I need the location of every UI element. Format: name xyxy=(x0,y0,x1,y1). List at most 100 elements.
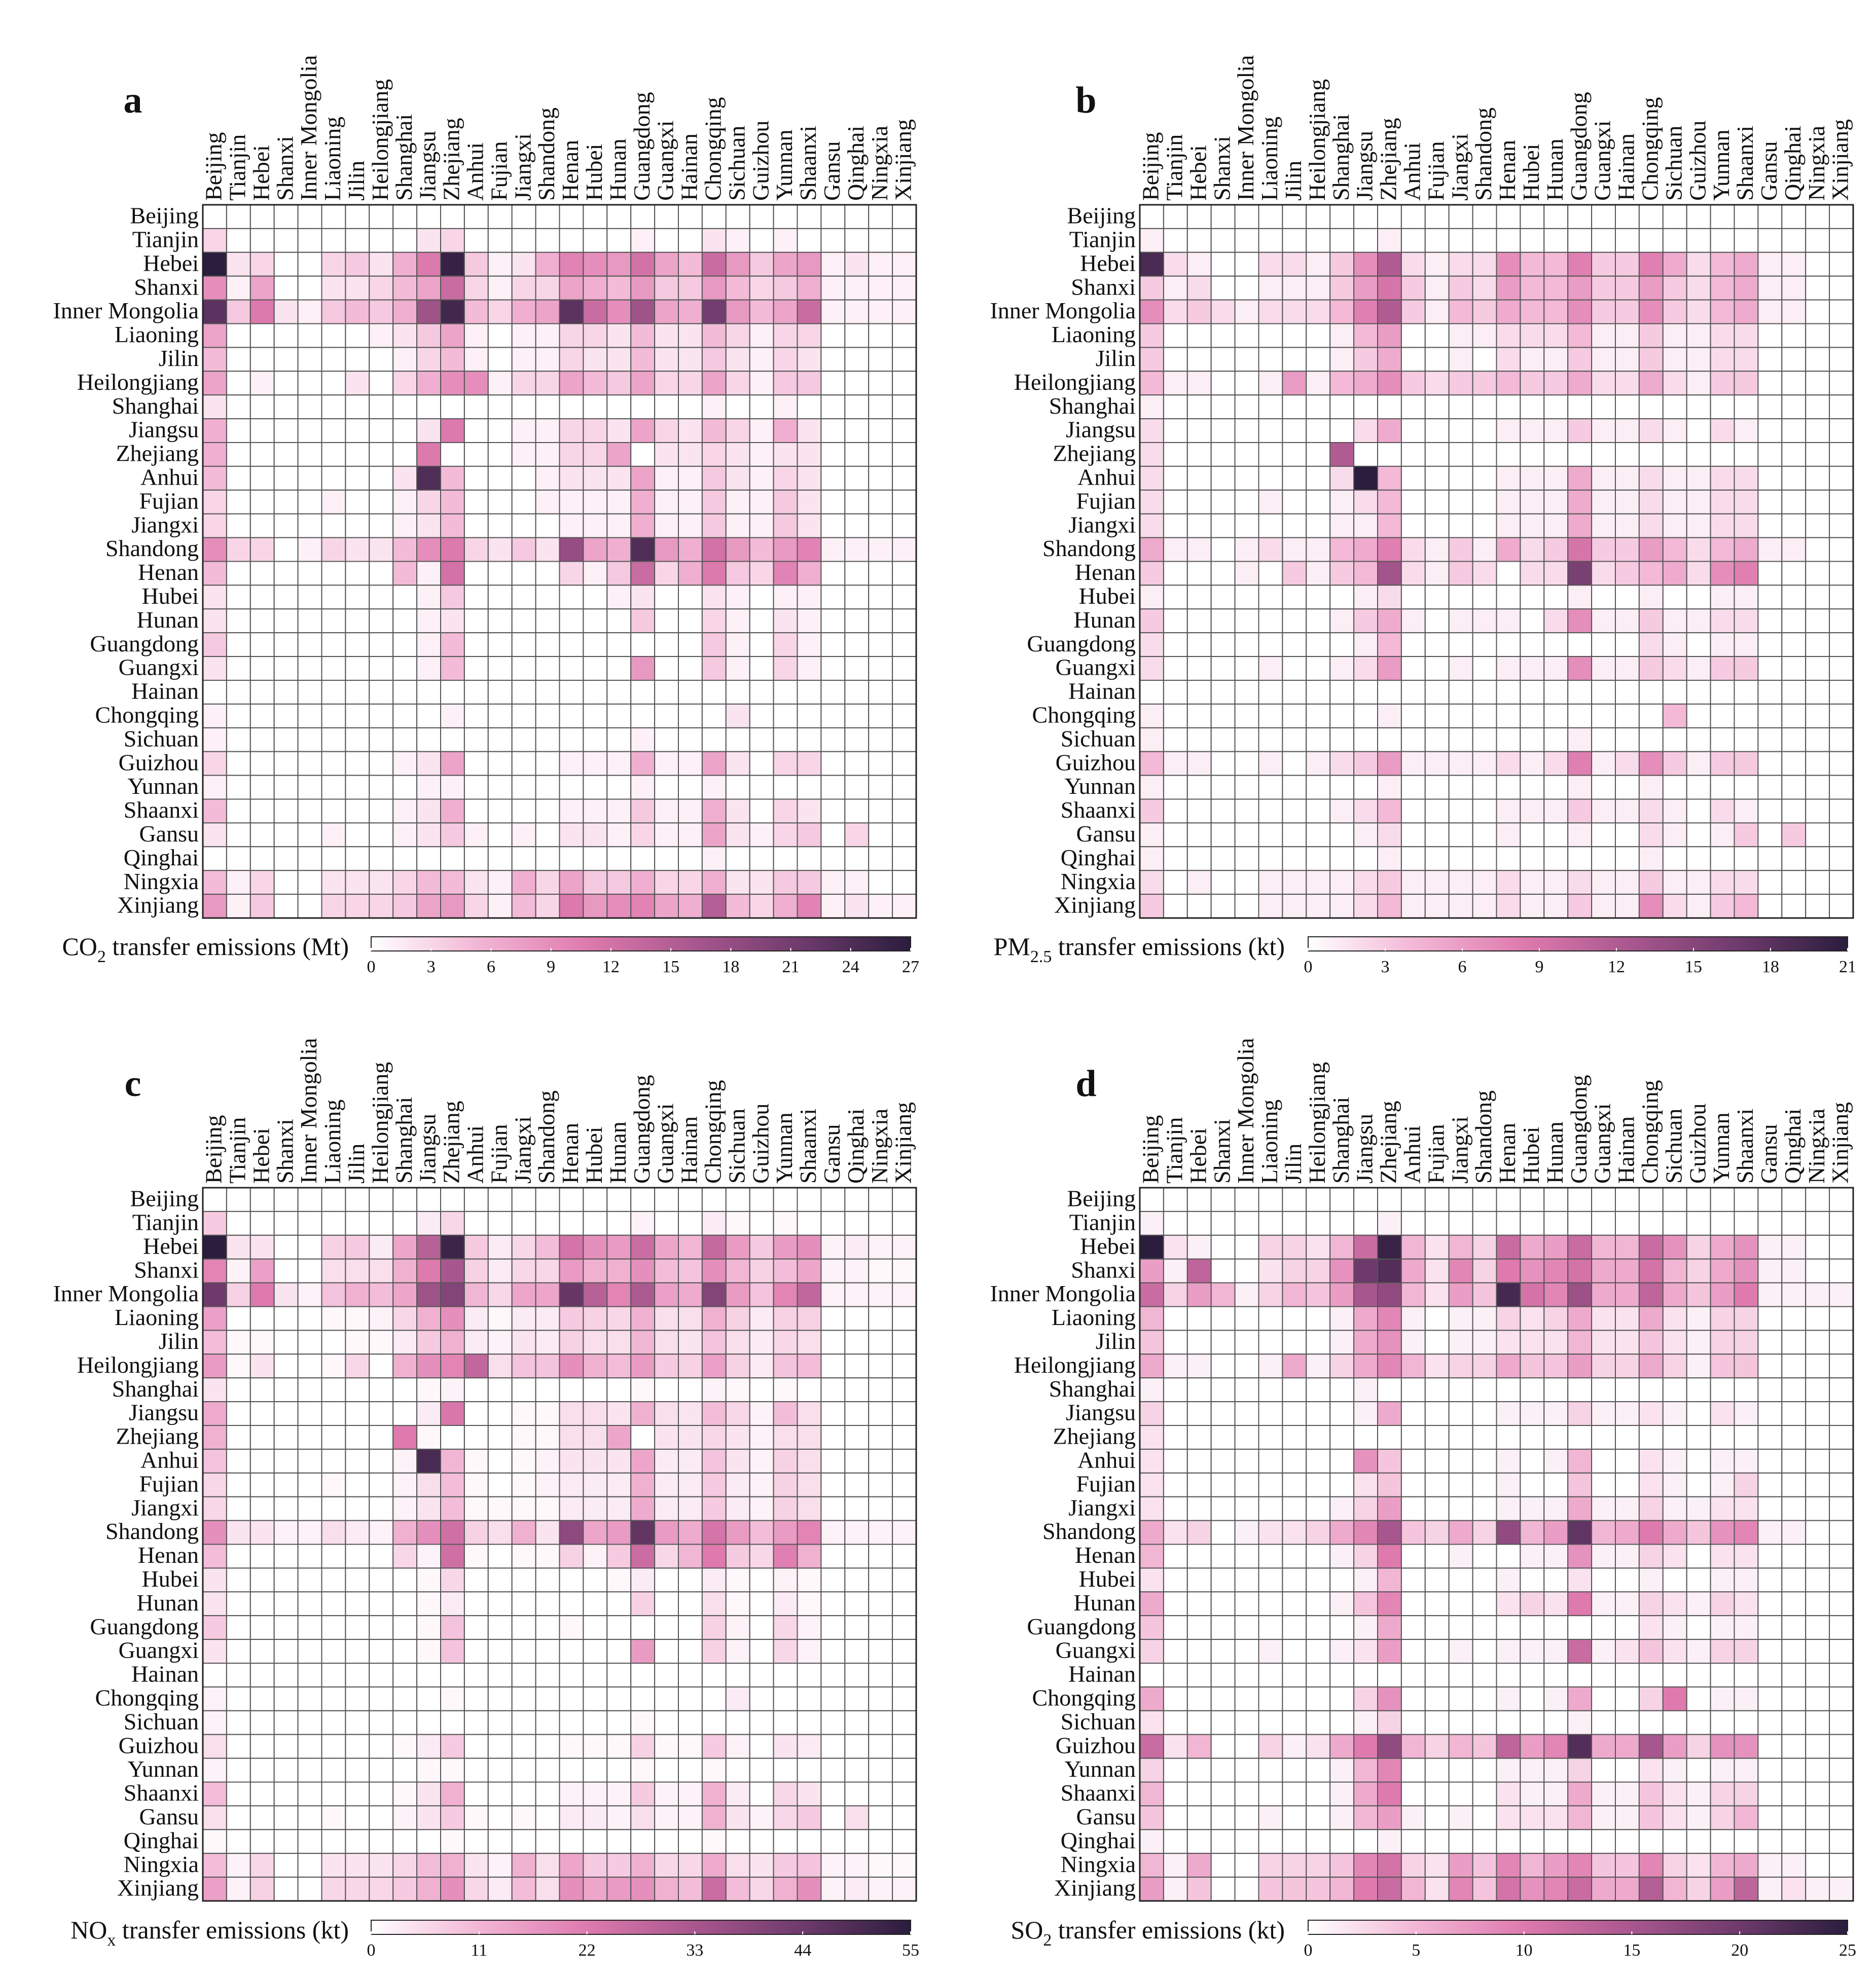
heatmap-cell xyxy=(1734,204,1759,229)
heatmap-cell xyxy=(1757,1663,1783,1688)
heatmap-cell xyxy=(463,323,489,348)
heatmap-cell xyxy=(1210,1757,1236,1783)
heatmap-cell xyxy=(1686,775,1711,800)
heatmap-cell xyxy=(1163,1258,1188,1284)
heatmap-cell xyxy=(1472,465,1497,491)
heatmap-cell xyxy=(1282,537,1307,562)
heatmap-cell xyxy=(463,1448,489,1474)
heatmap-cell xyxy=(297,656,322,681)
heatmap-cell xyxy=(1377,1663,1402,1688)
heatmap-cell xyxy=(749,751,774,776)
heatmap-cell xyxy=(487,727,513,752)
heatmap-cell xyxy=(749,1258,774,1284)
heatmap-cell xyxy=(511,798,536,824)
heatmap-cell xyxy=(583,1258,608,1284)
heatmap-cell xyxy=(1543,513,1569,538)
heatmap-cell xyxy=(1353,1187,1379,1212)
heatmap-cell xyxy=(654,1567,679,1593)
column-label: Shandong xyxy=(533,1090,559,1184)
heatmap-cell xyxy=(1710,680,1735,705)
heatmap-cell xyxy=(868,228,893,253)
heatmap-cell xyxy=(1210,1448,1236,1474)
heatmap-cell xyxy=(1400,1211,1426,1236)
heatmap-cell xyxy=(1353,798,1379,824)
column-label: Xinjiang xyxy=(890,1102,916,1184)
heatmap-cell xyxy=(1757,228,1783,253)
heatmap-cell xyxy=(797,1425,822,1450)
heatmap-cell xyxy=(1757,1757,1783,1783)
column-label: Hunan xyxy=(1542,138,1568,201)
heatmap-cell xyxy=(725,1663,750,1688)
column-label: Heilongjiang xyxy=(1304,79,1330,201)
heatmap-cell xyxy=(1210,1472,1236,1497)
heatmap-cell xyxy=(392,1258,418,1284)
heatmap-cell xyxy=(1329,632,1355,657)
heatmap-cell xyxy=(535,703,560,728)
heatmap-cell xyxy=(1734,632,1759,657)
heatmap-cell xyxy=(1424,1306,1450,1331)
heatmap-cell xyxy=(1805,1853,1830,1878)
heatmap-cell xyxy=(1757,1211,1783,1236)
heatmap-cell xyxy=(725,513,750,538)
heatmap-cell xyxy=(345,1187,370,1212)
heatmap-cell xyxy=(892,680,917,705)
row-label: Shandong xyxy=(105,535,199,561)
heatmap-cell xyxy=(1734,275,1759,301)
heatmap-cell xyxy=(773,1330,798,1355)
heatmap-cell xyxy=(892,1591,917,1617)
heatmap-cell xyxy=(773,846,798,871)
heatmap-cell xyxy=(463,632,489,657)
heatmap-cell xyxy=(1400,1520,1426,1545)
heatmap-cell xyxy=(202,1282,227,1307)
heatmap-cell xyxy=(1567,1686,1593,1711)
heatmap-cell xyxy=(1662,1401,1687,1426)
heatmap-cell xyxy=(868,1472,893,1497)
heatmap-cell xyxy=(701,584,727,610)
heatmap-cell xyxy=(321,894,346,919)
heatmap-cell xyxy=(1448,727,1473,752)
heatmap-cell xyxy=(1496,323,1521,348)
row-label: Guangdong xyxy=(90,1614,199,1639)
heatmap-cell xyxy=(416,347,441,372)
heatmap-cell xyxy=(1567,751,1593,776)
column-label: Ningxia xyxy=(867,1109,892,1184)
heatmap-cell xyxy=(1353,1377,1379,1403)
heatmap-cell xyxy=(1496,1234,1521,1260)
colorbar-tick-label: 18 xyxy=(722,958,739,976)
heatmap-cell xyxy=(868,1211,893,1236)
heatmap-cell xyxy=(678,1425,703,1450)
heatmap-cell xyxy=(226,1544,251,1569)
heatmap-cell xyxy=(749,489,774,515)
heatmap-cell xyxy=(535,1805,560,1830)
heatmap-cell xyxy=(297,251,322,277)
heatmap-cell xyxy=(487,584,513,610)
row-label: Gansu xyxy=(1076,1804,1136,1829)
heatmap-cell xyxy=(1781,1615,1807,1640)
heatmap-cell xyxy=(1567,584,1593,610)
heatmap-cell xyxy=(1210,418,1236,443)
heatmap-cell xyxy=(226,1258,251,1284)
heatmap-cell xyxy=(1282,1567,1307,1593)
heatmap-cell xyxy=(892,1306,917,1331)
heatmap-cell xyxy=(1543,846,1569,871)
heatmap-cell xyxy=(1306,1234,1331,1260)
heatmap-cell xyxy=(725,347,750,372)
heatmap-cell xyxy=(535,1496,560,1521)
heatmap-cell xyxy=(463,1805,489,1830)
heatmap-cell xyxy=(511,1448,536,1474)
heatmap-cell xyxy=(321,204,346,229)
heatmap-cell xyxy=(1139,489,1164,515)
heatmap-cell xyxy=(440,465,465,491)
heatmap-cell xyxy=(1472,442,1497,467)
heatmap-cell xyxy=(606,1187,632,1212)
heatmap-cell xyxy=(654,1710,679,1735)
heatmap-cell xyxy=(1591,1330,1616,1355)
heatmap-cell xyxy=(1638,228,1664,253)
heatmap-cell xyxy=(1638,1639,1664,1664)
heatmap-cell xyxy=(1781,1591,1807,1617)
heatmap-cell xyxy=(1424,870,1450,895)
heatmap-cell xyxy=(1710,323,1735,348)
heatmap-cell xyxy=(1805,1686,1830,1711)
heatmap-cell xyxy=(678,1306,703,1331)
heatmap-cell xyxy=(1734,347,1759,372)
